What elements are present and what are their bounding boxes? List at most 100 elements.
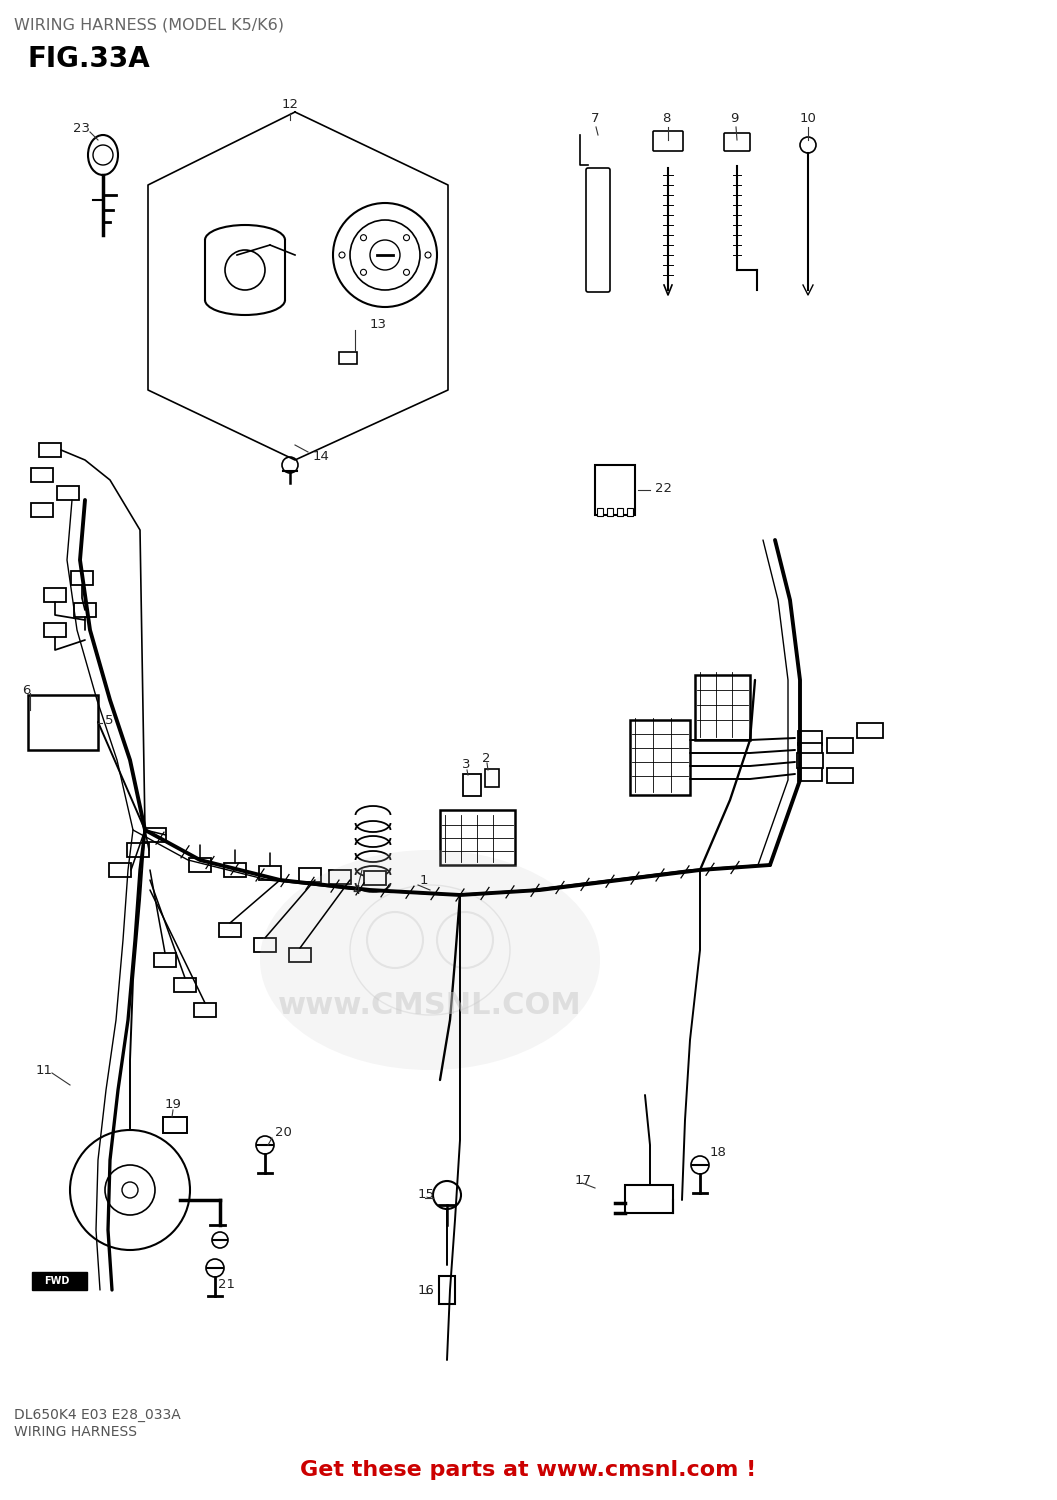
Text: 13: 13 bbox=[370, 318, 387, 332]
Circle shape bbox=[212, 1232, 228, 1248]
Bar bbox=[259, 865, 281, 880]
Bar bbox=[74, 603, 96, 616]
Circle shape bbox=[425, 252, 431, 258]
Bar bbox=[189, 858, 211, 871]
Text: 1: 1 bbox=[420, 873, 428, 886]
Text: 9: 9 bbox=[730, 111, 739, 125]
Text: FIG.33A: FIG.33A bbox=[27, 45, 151, 74]
Bar bbox=[440, 810, 515, 865]
Text: WIRING HARNESS (MODEL K5/K6): WIRING HARNESS (MODEL K5/K6) bbox=[14, 18, 284, 33]
Bar bbox=[329, 870, 351, 883]
Bar bbox=[696, 675, 750, 740]
Text: 18: 18 bbox=[710, 1146, 727, 1158]
FancyBboxPatch shape bbox=[724, 134, 750, 152]
Text: 8: 8 bbox=[662, 111, 670, 125]
Text: 19: 19 bbox=[165, 1098, 182, 1112]
Bar bbox=[798, 730, 822, 746]
Bar bbox=[364, 871, 386, 885]
Bar bbox=[219, 922, 241, 938]
Bar bbox=[44, 588, 66, 602]
Bar bbox=[798, 742, 822, 758]
Bar bbox=[44, 622, 66, 638]
Bar bbox=[485, 770, 499, 788]
Bar bbox=[127, 843, 149, 856]
Text: 11: 11 bbox=[36, 1064, 53, 1077]
Bar bbox=[289, 948, 311, 962]
Bar bbox=[798, 754, 822, 770]
Text: 23: 23 bbox=[73, 122, 90, 135]
Bar bbox=[31, 468, 53, 482]
Bar bbox=[798, 766, 822, 782]
Circle shape bbox=[333, 202, 437, 308]
Bar bbox=[71, 572, 93, 585]
Text: 10: 10 bbox=[800, 111, 817, 125]
Text: 22: 22 bbox=[655, 482, 672, 495]
Text: 7: 7 bbox=[591, 111, 599, 125]
Bar bbox=[194, 1004, 216, 1017]
FancyBboxPatch shape bbox=[586, 168, 610, 292]
Circle shape bbox=[70, 1130, 190, 1250]
Ellipse shape bbox=[260, 850, 600, 1070]
Text: 6: 6 bbox=[22, 684, 31, 696]
Circle shape bbox=[93, 146, 113, 165]
Bar bbox=[154, 952, 177, 968]
Circle shape bbox=[360, 270, 367, 276]
Text: 5: 5 bbox=[105, 714, 113, 726]
Bar bbox=[617, 509, 623, 516]
Text: www.CMSNL.COM: www.CMSNL.COM bbox=[278, 990, 581, 1020]
Circle shape bbox=[105, 1166, 155, 1215]
Bar bbox=[463, 774, 481, 796]
Bar bbox=[627, 509, 633, 516]
Bar bbox=[339, 352, 357, 364]
Text: 14: 14 bbox=[313, 450, 330, 464]
Bar bbox=[797, 753, 823, 768]
Bar bbox=[607, 509, 613, 516]
Bar bbox=[857, 723, 883, 738]
Text: 21: 21 bbox=[218, 1278, 235, 1292]
Circle shape bbox=[350, 220, 420, 290]
Circle shape bbox=[282, 458, 298, 472]
Circle shape bbox=[256, 1136, 274, 1154]
Bar bbox=[299, 868, 321, 882]
Bar bbox=[27, 694, 98, 750]
Circle shape bbox=[370, 240, 400, 270]
Circle shape bbox=[360, 234, 367, 240]
Circle shape bbox=[122, 1182, 138, 1198]
Text: 4: 4 bbox=[352, 884, 360, 897]
Text: 20: 20 bbox=[275, 1125, 292, 1138]
Bar bbox=[31, 503, 53, 518]
Bar bbox=[39, 442, 61, 458]
Bar bbox=[57, 486, 79, 500]
Circle shape bbox=[404, 234, 409, 240]
Bar bbox=[109, 862, 131, 877]
Bar bbox=[597, 509, 602, 516]
Circle shape bbox=[206, 1258, 224, 1276]
Circle shape bbox=[800, 136, 816, 153]
Bar bbox=[827, 768, 853, 783]
Bar bbox=[625, 1185, 673, 1214]
Bar bbox=[144, 828, 166, 842]
Circle shape bbox=[404, 270, 409, 276]
Circle shape bbox=[691, 1156, 709, 1174]
Text: 16: 16 bbox=[418, 1284, 434, 1296]
Text: WIRING HARNESS: WIRING HARNESS bbox=[14, 1425, 137, 1438]
Circle shape bbox=[433, 1180, 461, 1209]
FancyBboxPatch shape bbox=[653, 130, 683, 152]
Bar bbox=[827, 738, 853, 753]
Text: 15: 15 bbox=[418, 1188, 435, 1202]
Text: FWD: FWD bbox=[44, 1276, 70, 1286]
Bar bbox=[595, 465, 635, 514]
Bar bbox=[630, 720, 690, 795]
Text: Get these parts at www.cmsnl.com !: Get these parts at www.cmsnl.com ! bbox=[300, 1460, 756, 1480]
Bar bbox=[174, 978, 196, 992]
Bar bbox=[439, 1276, 455, 1304]
Bar bbox=[32, 1272, 87, 1290]
Text: 17: 17 bbox=[575, 1173, 592, 1186]
Bar bbox=[254, 938, 276, 952]
Text: DL650K4 E03 E28_033A: DL650K4 E03 E28_033A bbox=[14, 1408, 181, 1422]
Bar bbox=[224, 862, 246, 877]
Circle shape bbox=[339, 252, 345, 258]
Text: 2: 2 bbox=[482, 752, 490, 765]
Text: 3: 3 bbox=[462, 759, 470, 771]
Bar bbox=[163, 1118, 187, 1132]
